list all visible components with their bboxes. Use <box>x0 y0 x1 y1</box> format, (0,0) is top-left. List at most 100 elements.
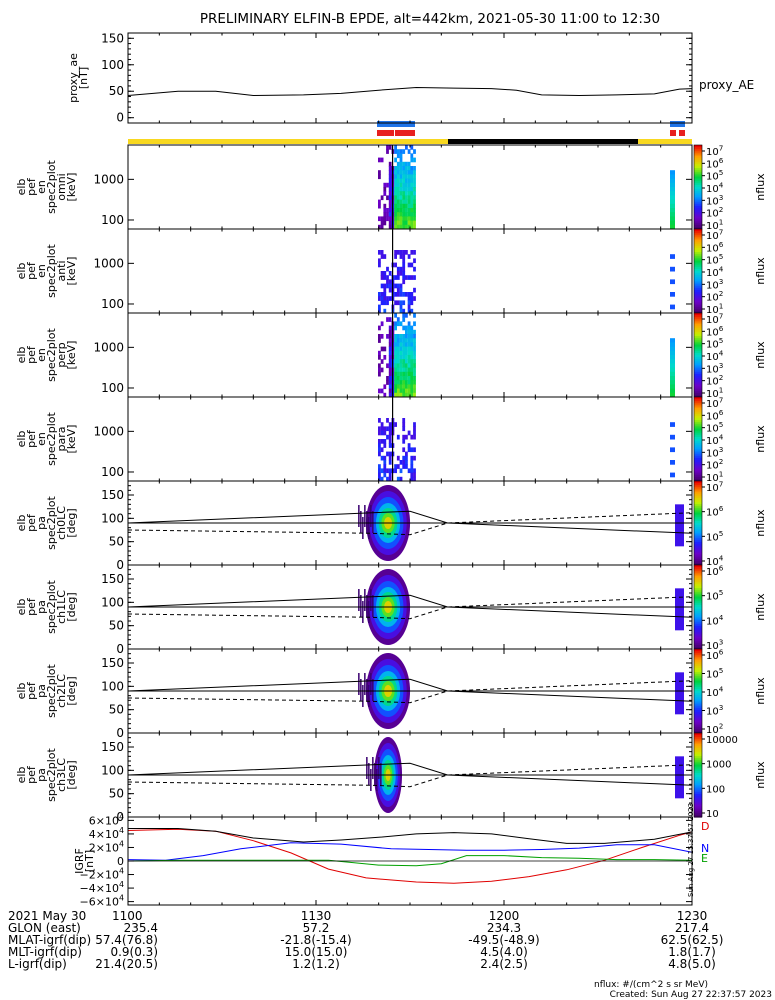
colorbar-cell <box>694 762 702 766</box>
spectrogram-cell <box>402 346 406 352</box>
spectrogram-cell <box>378 296 381 301</box>
spectrogram-cell <box>413 472 416 478</box>
spectrogram-cell <box>394 149 397 154</box>
colorbar-cell <box>694 481 702 484</box>
spectrogram-cell <box>670 384 675 390</box>
spectrogram-cell <box>410 145 414 150</box>
x-tick-value: 1130 <box>301 909 332 923</box>
pitch-angle-blob <box>675 504 684 547</box>
spectrogram-cell <box>394 208 397 213</box>
spectrogram-cell <box>386 451 389 457</box>
spectrogram-cell <box>407 371 411 377</box>
spectrogram-cell <box>396 350 400 356</box>
colorbar-cell <box>694 331 702 335</box>
spectrogram-cell <box>410 355 414 360</box>
colorbar-cell <box>694 667 702 671</box>
spectrogram-cell <box>402 266 406 272</box>
colorbar-cell <box>694 499 702 503</box>
colorbar-cell <box>694 514 702 518</box>
spectrogram-cell <box>388 384 392 390</box>
colorbar-tick-label: 104 <box>706 613 724 628</box>
spectrogram-cell <box>407 166 411 171</box>
colorbar-cell <box>694 680 702 684</box>
spectrogram-cell <box>413 371 416 377</box>
colorbar-cell <box>694 491 702 495</box>
spectrogram-cell <box>388 468 392 474</box>
spectrogram-cell <box>399 321 403 327</box>
spectrogram-cell <box>402 161 406 167</box>
colorbar-tick-label: 105 <box>706 588 723 603</box>
spectrogram-cell <box>670 447 675 453</box>
spectrogram-cell <box>386 426 389 432</box>
pitch-angle-cell <box>358 589 360 611</box>
colorbar-tick-label: 100 <box>706 784 725 795</box>
spectrogram-cell <box>388 145 392 150</box>
spectrogram-cell <box>405 434 408 440</box>
spectrogram-cell <box>402 338 406 343</box>
colorbar-tick-label: 105 <box>706 666 723 681</box>
colorbar-cell <box>694 153 702 157</box>
colorbar-cell <box>694 628 702 631</box>
spectrogram-cell <box>405 216 408 222</box>
plot-area <box>128 569 692 645</box>
spectrogram-cell <box>388 283 392 289</box>
spectrogram-cell <box>413 195 416 201</box>
colorbar-cell <box>694 544 702 547</box>
spectrogram-cell <box>388 355 392 360</box>
spectrogram-cell <box>380 296 384 301</box>
spectrogram-cell <box>405 384 408 390</box>
y-axis-label: [deg] <box>65 760 78 789</box>
y-tick-label: −6×104 <box>80 894 124 909</box>
spectrogram-cell <box>410 325 414 331</box>
spectrogram-cell <box>410 464 414 469</box>
spectrogram-cell <box>394 338 397 343</box>
colorbar-cell <box>694 279 702 283</box>
colorbar-cell <box>694 222 702 226</box>
spectrogram-cell <box>386 216 389 222</box>
spectrogram-cell <box>399 174 403 180</box>
x-row-label: GLON (east) <box>8 921 81 935</box>
spectrogram-cell <box>388 472 392 478</box>
spectrogram-cell <box>386 317 389 322</box>
spectrogram-cell <box>413 338 416 343</box>
colorbar-cell <box>694 468 702 472</box>
spectrogram-cell <box>394 422 397 427</box>
colorbar-cell <box>694 531 702 535</box>
colorbar-cell <box>694 709 702 713</box>
colorbar-cell <box>694 264 702 268</box>
spectrogram-cell <box>396 212 400 217</box>
pitch-angle-cell <box>364 673 366 695</box>
colorbar-tick-label: 102 <box>706 722 723 737</box>
colorbar-cell <box>694 699 702 703</box>
pitch-angle-cell <box>368 601 370 623</box>
colorbar-tick-label: 103 <box>706 638 723 653</box>
spectrogram-cell <box>380 283 384 289</box>
spectrogram-cell <box>399 271 403 276</box>
y-tick-label: 50 <box>109 703 124 717</box>
colorbar-cell <box>694 449 702 453</box>
colorbar-cell <box>694 726 702 730</box>
colorbar-cell <box>694 649 702 652</box>
spectrogram-cell <box>399 342 403 348</box>
spectrogram-cell <box>396 275 400 280</box>
colorbar-tick-label: 107 <box>706 480 723 495</box>
colorbar-cell <box>694 747 702 751</box>
y-axis-label: pef <box>25 261 38 280</box>
spectrogram-cell <box>394 300 397 306</box>
sunlit-bar <box>638 139 692 144</box>
colorbar-cell <box>694 623 702 627</box>
colorbar-cell <box>694 592 702 595</box>
spectrogram-cell <box>388 187 392 192</box>
colorbar-cell <box>694 619 702 623</box>
colorbar-cell <box>694 533 702 537</box>
spectrogram-cell <box>410 342 414 348</box>
spectrogram-cell <box>399 468 403 474</box>
colorbar-tick-label: 107 <box>706 396 723 411</box>
x-row-label: 2021 May 30 <box>8 909 86 923</box>
spectrogram-cell <box>399 208 403 213</box>
pitch-angle-cell <box>362 685 364 707</box>
spectrogram-cell <box>378 199 381 205</box>
colorbar-cell <box>694 466 702 469</box>
colorbar-cell <box>694 791 702 795</box>
colorbar-cell <box>694 302 702 306</box>
